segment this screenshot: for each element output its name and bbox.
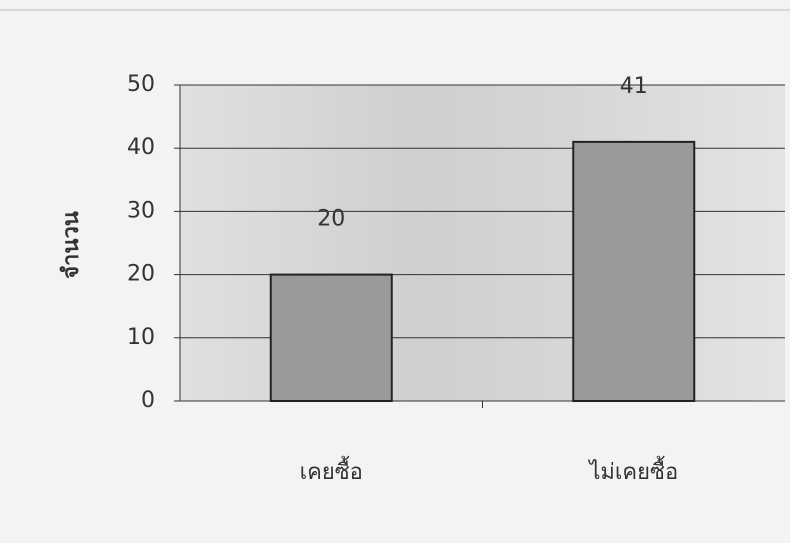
- x-tick-label: ไม่เคยซื้อ: [587, 456, 678, 485]
- bar: [572, 140, 696, 402]
- data-label: 20: [317, 207, 345, 232]
- y-tick-label: 50: [127, 72, 155, 97]
- y-tick-label: 30: [127, 198, 155, 223]
- data-label: 41: [620, 74, 648, 99]
- x-tick-label: เคยซื้อ: [300, 456, 363, 485]
- bar: [269, 273, 393, 403]
- y-tick-label: 10: [127, 325, 155, 350]
- y-tick-label: 20: [127, 262, 155, 287]
- y-tick-label: 0: [141, 388, 155, 413]
- y-tick-label: 40: [127, 135, 155, 160]
- y-axis-label: จำนวน: [59, 211, 84, 279]
